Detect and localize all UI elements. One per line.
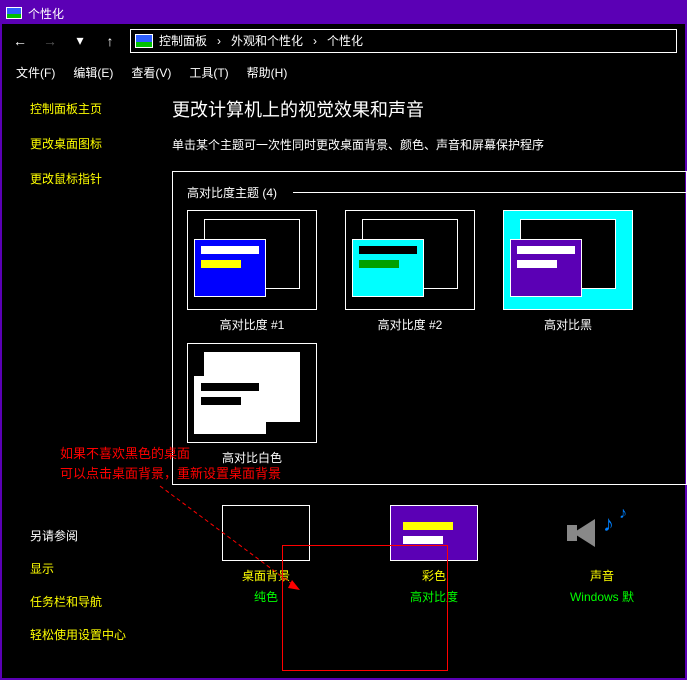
- sidebar-taskbar[interactable]: 任务栏和导航: [30, 593, 162, 610]
- high-contrast-section: 高对比度主题 (4) 高对比度 #1 高对比度 #2 高对比黑: [172, 171, 687, 485]
- sidebar-mouse-pointer[interactable]: 更改鼠标指针: [30, 170, 162, 187]
- divider: [293, 192, 686, 193]
- sound-thumb: ♪♪: [558, 505, 646, 561]
- see-also-header: 另请参阅: [30, 527, 162, 544]
- theme-label: 高对比度 #1: [187, 316, 317, 333]
- sidebar-ease[interactable]: 轻松使用设置中心: [30, 626, 162, 643]
- bg-thumb: [222, 505, 310, 561]
- up-button[interactable]: ↑: [100, 31, 120, 51]
- theme-label: 高对比度 #2: [345, 316, 475, 333]
- theme-label: 高对比黑: [503, 316, 633, 333]
- sound-sub: Windows 默: [542, 588, 662, 605]
- menubar: 文件(F) 编辑(E) 查看(V) 工具(T) 帮助(H): [2, 58, 685, 86]
- chevron-right-icon: ›: [309, 34, 321, 48]
- speaker-icon: ♪♪: [567, 505, 637, 555]
- window-title: 个性化: [28, 5, 64, 22]
- chevron-right-icon: ›: [213, 34, 225, 48]
- breadcrumb[interactable]: 个性化: [327, 32, 363, 49]
- menu-edit[interactable]: 编辑(E): [73, 64, 113, 81]
- color-sub: 高对比度: [374, 588, 494, 605]
- color-thumb: [390, 505, 478, 561]
- menu-view[interactable]: 查看(V): [131, 64, 171, 81]
- sidebar-desktop-icon[interactable]: 更改桌面图标: [30, 135, 162, 152]
- address-icon: [135, 34, 153, 48]
- menu-tools[interactable]: 工具(T): [189, 64, 228, 81]
- sound-option[interactable]: ♪♪ 声音 Windows 默: [542, 505, 662, 605]
- theme-hc1[interactable]: 高对比度 #1: [187, 210, 317, 333]
- breadcrumb[interactable]: 控制面板: [159, 32, 207, 49]
- titlebar: 个性化: [2, 2, 685, 24]
- theme-hc-black[interactable]: 高对比黑: [503, 210, 633, 333]
- menu-help[interactable]: 帮助(H): [247, 64, 288, 81]
- forward-button[interactable]: →: [40, 31, 60, 51]
- annotation-line1: 如果不喜欢黑色的桌面: [60, 444, 281, 464]
- back-button[interactable]: ←: [10, 31, 30, 51]
- sidebar-home[interactable]: 控制面板主页: [30, 100, 162, 117]
- page-heading: 更改计算机上的视觉效果和声音: [172, 96, 685, 122]
- color-option[interactable]: 彩色 高对比度: [374, 505, 494, 605]
- breadcrumb[interactable]: 外观和个性化: [231, 32, 303, 49]
- sidebar: 控制面板主页 更改桌面图标 更改鼠标指针 另请参阅 显示 任务栏和导航 轻松使用…: [2, 86, 172, 678]
- recent-dropdown[interactable]: ▾: [70, 31, 90, 51]
- sound-label: 声音: [542, 567, 662, 584]
- sidebar-display[interactable]: 显示: [30, 560, 162, 577]
- desktop-background-option[interactable]: 桌面背景 纯色: [206, 505, 326, 605]
- theme-hc2[interactable]: 高对比度 #2: [345, 210, 475, 333]
- color-label: 彩色: [374, 567, 494, 584]
- annotation-line2: 可以点击桌面背景，重新设置桌面背景: [60, 464, 281, 484]
- bg-label: 桌面背景: [206, 567, 326, 584]
- navbar: ← → ▾ ↑ 控制面板 › 外观和个性化 › 个性化: [2, 24, 685, 58]
- bg-sub: 纯色: [206, 588, 326, 605]
- page-description: 单击某个主题可一次性同时更改桌面背景、颜色、声音和屏幕保护程序: [172, 136, 685, 153]
- menu-file[interactable]: 文件(F): [16, 64, 55, 81]
- main-panel: 更改计算机上的视觉效果和声音 单击某个主题可一次性同时更改桌面背景、颜色、声音和…: [172, 86, 685, 678]
- hc-section-label: 高对比度主题 (4): [187, 184, 283, 201]
- address-bar[interactable]: 控制面板 › 外观和个性化 › 个性化: [130, 29, 677, 53]
- annotation-text: 如果不喜欢黑色的桌面 可以点击桌面背景，重新设置桌面背景: [60, 444, 281, 484]
- window-icon: [6, 7, 22, 19]
